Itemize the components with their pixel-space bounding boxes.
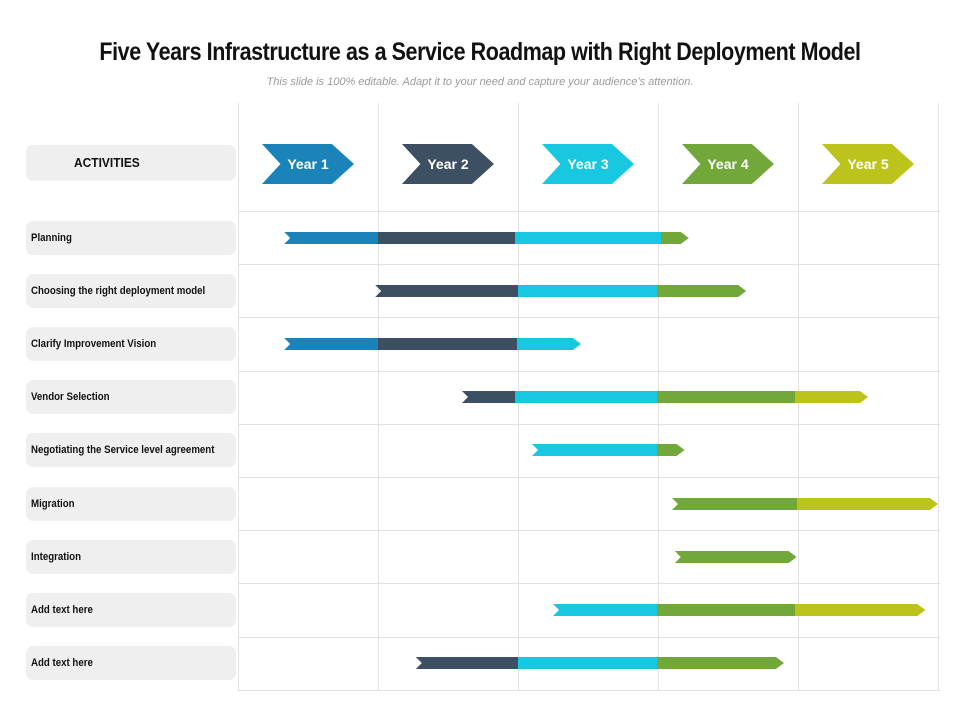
grid-row-line [238, 637, 940, 638]
activity-bar-segment [516, 338, 581, 350]
activity-bar-segment [515, 391, 658, 403]
grid-column-line [378, 103, 379, 690]
grid-row-line [238, 317, 940, 318]
activity-label: Clarify Improvement Vision [31, 338, 157, 350]
activity-label-box: Vendor Selection [26, 380, 236, 414]
activity-bar [674, 551, 797, 563]
activity-bar-segment [656, 285, 747, 297]
activity-label: Choosing the right deployment model [31, 285, 206, 297]
activity-bar-segment [284, 232, 379, 244]
activity-bar-segment [672, 498, 798, 510]
slide-title: Five Years Infrastructure as a Service R… [99, 38, 861, 66]
activity-bar [284, 338, 581, 350]
activity-bar-segment [375, 285, 519, 297]
year-label: Year 4 [707, 156, 749, 172]
grid-row-line [238, 424, 940, 425]
activity-bar-segment [656, 444, 685, 456]
year-chevron: Year 4 [682, 144, 774, 184]
grid-row-line [238, 211, 940, 212]
activity-label-box: Add text here [26, 646, 236, 680]
activity-label: Add text here [31, 604, 93, 616]
year-label: Year 3 [567, 156, 609, 172]
slide-subtitle: This slide is 100% editable. Adapt it to… [266, 76, 694, 88]
activity-label: Negotiating the Service level agreement [31, 444, 215, 456]
grid-row-line [238, 583, 940, 584]
year-label: Year 1 [287, 156, 329, 172]
activity-bar-segment [795, 391, 868, 403]
grid-column-line [238, 103, 239, 690]
activity-label-box: Clarify Improvement Vision [26, 327, 236, 361]
activity-bar-segment [377, 338, 518, 350]
activity-label: Vendor Selection [31, 391, 110, 403]
activity-label: Migration [31, 498, 75, 510]
activity-bar [375, 285, 747, 297]
activity-label: Planning [31, 232, 72, 244]
activity-bar-segment [656, 604, 796, 616]
year-chevron: Year 3 [542, 144, 634, 184]
activity-bar-segment [674, 551, 797, 563]
activity-bar [415, 657, 784, 669]
activity-label-box: Add text here [26, 593, 236, 627]
activity-bar-segment [660, 232, 689, 244]
grid-row-line [238, 371, 940, 372]
activity-bar [553, 604, 926, 616]
activities-header-box: ACTIVITIES [26, 145, 236, 181]
activity-bar-segment [415, 657, 519, 669]
grid-row-line [238, 530, 940, 531]
activity-bar [672, 498, 938, 510]
grid-row-line [238, 477, 940, 478]
activity-bar-segment [796, 498, 938, 510]
activity-bar-segment [377, 232, 516, 244]
activity-bar-segment [462, 391, 516, 403]
year-chevron: Year 1 [262, 144, 354, 184]
activity-bar-segment [517, 285, 658, 297]
activity-bar-segment [517, 657, 658, 669]
activity-label-box: Integration [26, 540, 236, 574]
activity-label-box: Migration [26, 487, 236, 521]
grid-column-line [938, 103, 939, 690]
grid-row-line [238, 690, 940, 691]
activity-bar-segment [553, 604, 658, 616]
activities-header: ACTIVITIES [74, 155, 140, 170]
year-label: Year 5 [847, 156, 889, 172]
activity-label-box: Choosing the right deployment model [26, 274, 236, 308]
activity-bar-segment [795, 604, 926, 616]
activity-bar [284, 232, 689, 244]
year-label: Year 2 [427, 156, 469, 172]
activity-bar-segment [515, 232, 662, 244]
activity-bar-segment [656, 657, 784, 669]
activity-bar-segment [656, 391, 796, 403]
activity-label: Add text here [31, 657, 93, 669]
activity-bar [462, 391, 868, 403]
activity-bar-segment [284, 338, 379, 350]
activity-label-box: Negotiating the Service level agreement [26, 433, 236, 467]
activity-label-box: Planning [26, 221, 236, 255]
activity-label: Integration [31, 551, 82, 563]
activity-bar-segment [532, 444, 658, 456]
year-chevron: Year 2 [402, 144, 494, 184]
activity-bar [532, 444, 685, 456]
year-chevron: Year 5 [822, 144, 914, 184]
grid-row-line [238, 264, 940, 265]
